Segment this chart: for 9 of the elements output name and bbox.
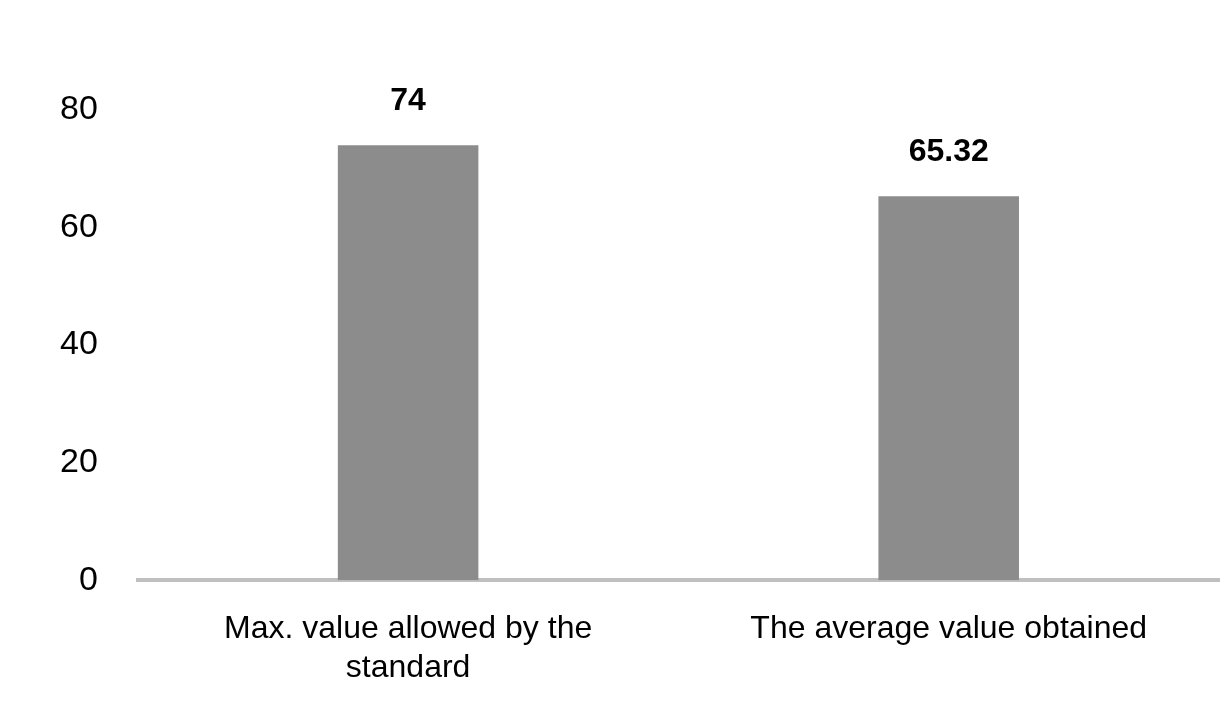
y-tick-label: 80 bbox=[59, 88, 98, 127]
y-tick-label: 0 bbox=[78, 558, 98, 597]
x-tick-label: The average value obtained bbox=[750, 609, 1148, 646]
data-label: 74 bbox=[390, 81, 427, 118]
data-label: 65.32 bbox=[908, 132, 989, 169]
x-tick-label: Max. value allowed by the standard bbox=[224, 609, 593, 684]
y-tick-label: 40 bbox=[59, 323, 98, 362]
y-tick-label: 60 bbox=[59, 205, 98, 244]
y-tick-label: 20 bbox=[59, 441, 98, 480]
